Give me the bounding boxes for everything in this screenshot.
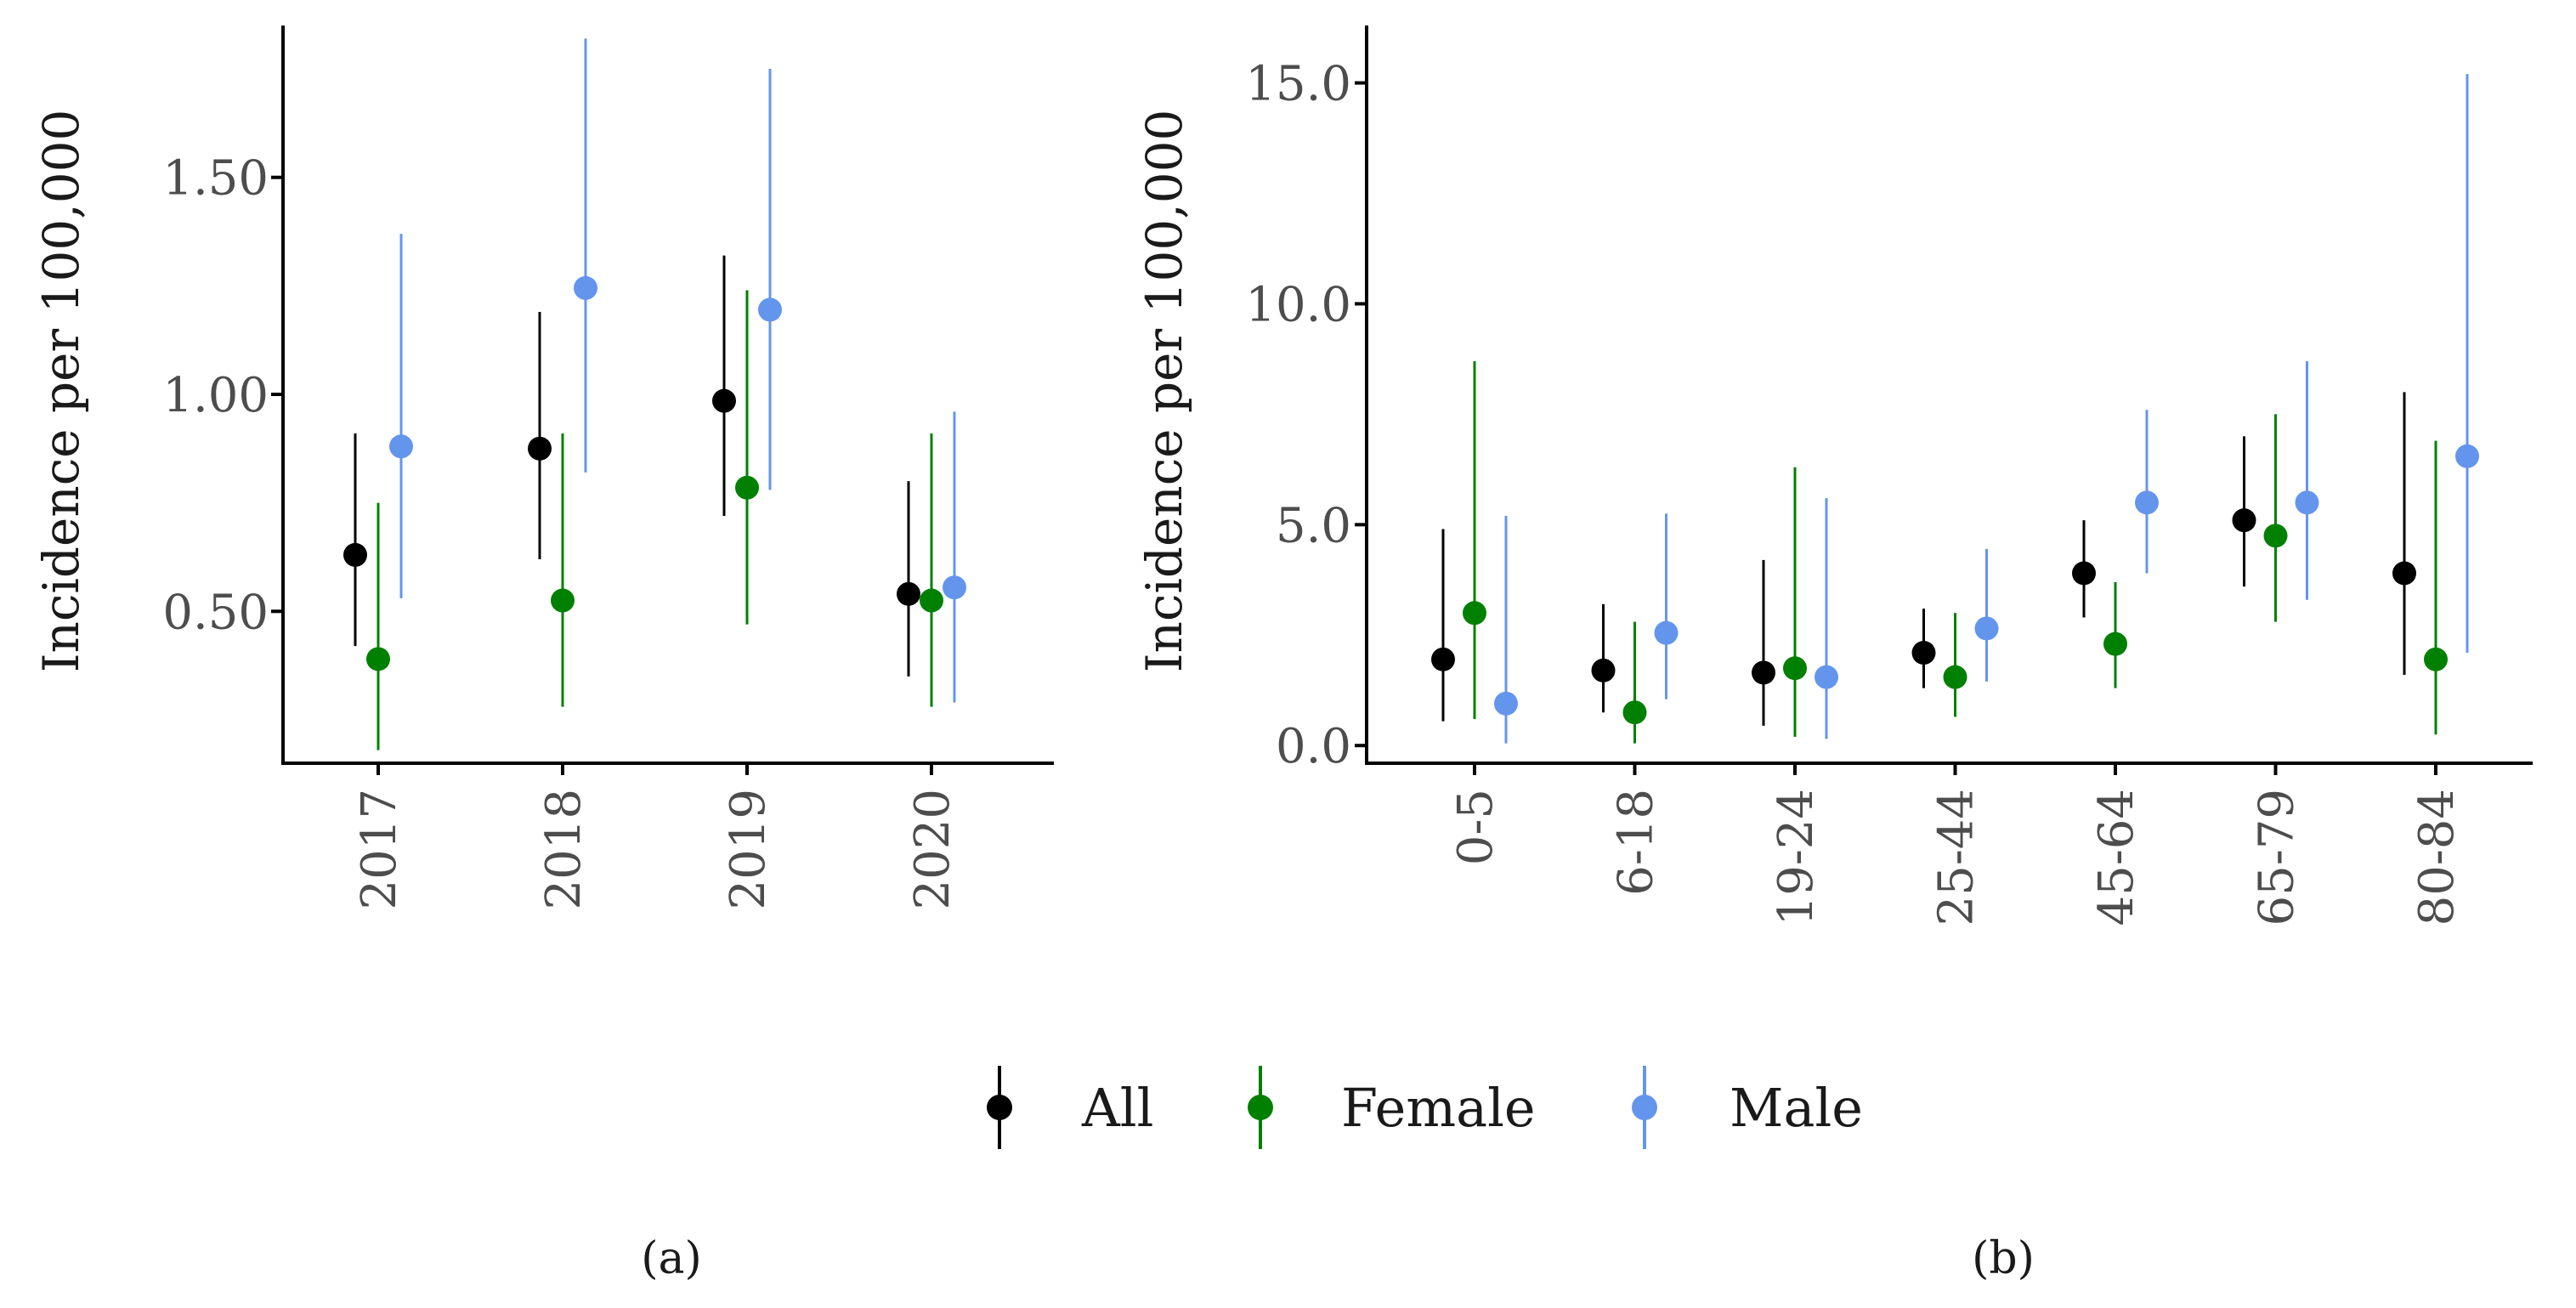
- legend-item-male: Male: [1632, 1066, 1863, 1149]
- point-all: [2232, 508, 2256, 533]
- point-all: [528, 436, 552, 461]
- chart-panel-b: Incidence per 100,000 0.0 5.0 10.0 15.0 0-5…: [1135, 25, 2533, 926]
- x-axis-ticks-b: 0-5 6-18 19-24 25-44 45-64 65-79 80-84: [1448, 763, 2465, 926]
- y-axis-ticks-a: 0.50 1.00 1.50: [162, 151, 283, 640]
- y-tick-label: 5.0: [1276, 498, 1351, 553]
- point-all: [343, 542, 367, 567]
- data-marks-b: [1431, 74, 2479, 744]
- panel-caption-b: (b): [1972, 1233, 2035, 1284]
- y-axis-title-a: Incidence per 100,000: [32, 110, 90, 673]
- point-female: [1622, 700, 1647, 725]
- x-tick-label: 25-44: [1929, 789, 1984, 926]
- legend-label-female: Female: [1341, 1077, 1536, 1139]
- point-female: [735, 475, 759, 500]
- legend-item-all: All: [987, 1066, 1153, 1149]
- x-tick-label: 2019: [721, 789, 776, 910]
- x-tick-label: 65-79: [2250, 789, 2305, 926]
- x-tick-label: 2017: [352, 789, 407, 910]
- point-male: [1494, 691, 1518, 716]
- point-all: [897, 581, 920, 606]
- x-axis-ticks-a: 2017 2018 2019 2020: [352, 763, 960, 910]
- point-female: [2424, 647, 2448, 671]
- point-male: [2455, 444, 2479, 468]
- x-tick-label: 80-84: [2409, 789, 2465, 926]
- x-tick-label: 6-18: [1609, 789, 1664, 896]
- point-male: [758, 297, 782, 322]
- point-all: [712, 388, 736, 413]
- chart-panel-a: Incidence per 100,000 0.501.001.50 2017 2…: [32, 25, 1054, 910]
- point-female: [2263, 524, 2288, 548]
- legend-item-female: Female: [1248, 1066, 1536, 1149]
- point-all: [1911, 641, 1936, 665]
- x-tick-label: 45-64: [2089, 789, 2144, 926]
- point-female: [2103, 631, 2127, 656]
- y-axis-title-b: Incidence per 100,000: [1135, 110, 1193, 673]
- y-tick-label: 15.0: [1245, 57, 1351, 112]
- point-all: [2072, 561, 2096, 586]
- y-tick-label: 0.0: [1276, 719, 1351, 774]
- point-male: [1654, 620, 1679, 645]
- x-tick-label: 19-24: [1769, 789, 1824, 926]
- point-female: [1463, 601, 1486, 626]
- point-male: [2295, 490, 2319, 515]
- point-male: [943, 575, 966, 600]
- point-female: [366, 647, 390, 671]
- legend-label-male: Male: [1730, 1077, 1863, 1139]
- legend-key-all-dot: [987, 1095, 1012, 1120]
- y-tick-label: 10.0: [1245, 277, 1351, 332]
- point-all: [1591, 658, 1616, 682]
- legend-key-male-dot: [1632, 1095, 1657, 1120]
- point-female: [551, 588, 575, 613]
- point-male: [2135, 490, 2159, 515]
- y-tick-label: 1.50: [162, 151, 269, 207]
- point-male: [1815, 665, 1838, 689]
- x-tick-label: 0-5: [1448, 789, 1503, 865]
- point-female: [1783, 656, 1807, 681]
- point-female: [1943, 665, 1967, 689]
- point-all: [1752, 660, 1775, 685]
- legend-label-all: All: [1081, 1077, 1153, 1139]
- point-male: [1974, 616, 1999, 641]
- x-tick-label: 2020: [905, 789, 960, 910]
- legend: All Female Male: [987, 1066, 1863, 1149]
- y-tick-label: 1.00: [162, 368, 269, 423]
- point-all: [1431, 647, 1455, 671]
- legend-key-female-dot: [1248, 1095, 1273, 1120]
- point-male: [389, 434, 413, 459]
- data-marks-a: [343, 38, 966, 750]
- point-all: [2392, 561, 2416, 586]
- y-tick-label: 0.50: [162, 585, 269, 640]
- panel-caption-a: (a): [641, 1233, 702, 1284]
- point-male: [574, 275, 597, 300]
- x-tick-label: 2018: [536, 789, 592, 910]
- point-female: [920, 588, 943, 613]
- y-axis-ticks-b: 0.0 5.0 10.0 15.0: [1245, 57, 1367, 774]
